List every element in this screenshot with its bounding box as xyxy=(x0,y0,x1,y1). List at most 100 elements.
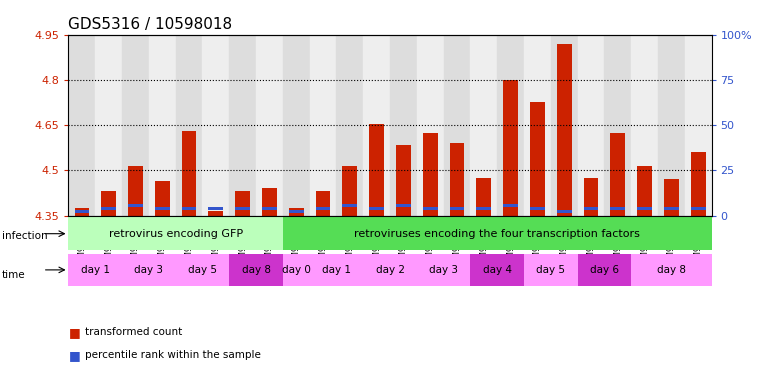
Bar xyxy=(68,253,122,286)
Bar xyxy=(658,35,685,215)
Bar xyxy=(182,207,196,210)
Bar xyxy=(95,35,122,215)
Text: day 8: day 8 xyxy=(657,265,686,275)
Bar xyxy=(524,253,578,286)
Bar xyxy=(578,253,631,286)
Bar xyxy=(68,35,95,215)
Bar xyxy=(310,253,363,286)
Bar xyxy=(524,35,551,215)
Bar xyxy=(476,178,491,215)
Text: day 3: day 3 xyxy=(135,265,164,275)
Bar xyxy=(176,253,229,286)
Bar xyxy=(182,131,196,215)
Bar xyxy=(229,35,256,215)
Bar xyxy=(578,35,604,215)
Bar xyxy=(342,204,357,207)
Bar xyxy=(530,207,545,210)
Bar xyxy=(631,253,712,286)
Bar xyxy=(235,192,250,215)
Bar xyxy=(631,35,658,215)
Bar xyxy=(369,124,384,215)
Text: day 3: day 3 xyxy=(429,265,458,275)
Bar xyxy=(75,208,89,215)
Bar xyxy=(664,207,679,210)
Bar xyxy=(423,207,438,210)
Bar xyxy=(316,207,330,210)
Text: time: time xyxy=(2,270,25,280)
Bar xyxy=(202,35,229,215)
Bar xyxy=(530,103,545,215)
Bar xyxy=(450,143,464,215)
Text: day 2: day 2 xyxy=(375,265,405,275)
Bar xyxy=(497,35,524,215)
Text: day 4: day 4 xyxy=(482,265,511,275)
Bar xyxy=(450,207,464,210)
Bar xyxy=(75,210,89,213)
Text: day 0: day 0 xyxy=(282,265,310,275)
Bar xyxy=(209,211,223,215)
Bar xyxy=(363,253,417,286)
Bar xyxy=(235,207,250,210)
Bar xyxy=(128,204,143,207)
Bar xyxy=(637,207,652,210)
Text: ■: ■ xyxy=(68,326,80,339)
Bar xyxy=(336,35,363,215)
Bar xyxy=(584,178,598,215)
Bar xyxy=(396,204,411,207)
Bar xyxy=(691,152,705,215)
Text: percentile rank within the sample: percentile rank within the sample xyxy=(85,350,261,360)
Bar xyxy=(229,253,283,286)
Bar xyxy=(417,35,444,215)
Bar xyxy=(68,217,283,250)
Bar xyxy=(155,181,170,215)
Bar xyxy=(101,207,116,210)
Text: retrovirus encoding GFP: retrovirus encoding GFP xyxy=(109,229,243,239)
Bar xyxy=(283,35,310,215)
Bar xyxy=(503,80,518,215)
Bar xyxy=(128,166,143,215)
Bar xyxy=(691,207,705,210)
Text: day 8: day 8 xyxy=(241,265,271,275)
Text: infection: infection xyxy=(2,231,47,241)
Bar xyxy=(503,204,518,207)
Bar xyxy=(470,253,524,286)
Bar xyxy=(557,44,572,215)
Bar xyxy=(664,179,679,215)
Bar xyxy=(551,35,578,215)
Bar xyxy=(262,189,277,215)
Text: retroviruses encoding the four transcription factors: retroviruses encoding the four transcrip… xyxy=(355,229,640,239)
Bar xyxy=(470,35,497,215)
Bar xyxy=(610,132,625,215)
Bar xyxy=(316,192,330,215)
Text: day 6: day 6 xyxy=(590,265,619,275)
Bar xyxy=(342,166,357,215)
Bar xyxy=(149,35,176,215)
Bar xyxy=(444,35,470,215)
Bar xyxy=(476,207,491,210)
Bar xyxy=(310,35,336,215)
Text: transformed count: transformed count xyxy=(85,327,183,337)
Text: day 5: day 5 xyxy=(188,265,217,275)
Text: day 1: day 1 xyxy=(81,265,110,275)
Text: day 5: day 5 xyxy=(537,265,565,275)
Bar xyxy=(101,192,116,215)
Text: ■: ■ xyxy=(68,349,80,362)
Bar xyxy=(256,35,283,215)
Bar xyxy=(363,35,390,215)
Bar xyxy=(283,253,310,286)
Bar xyxy=(396,145,411,215)
Bar xyxy=(289,210,304,213)
Bar xyxy=(610,207,625,210)
Bar xyxy=(209,207,223,210)
Bar xyxy=(262,207,277,210)
Text: GDS5316 / 10598018: GDS5316 / 10598018 xyxy=(68,17,233,32)
Bar xyxy=(604,35,631,215)
Bar xyxy=(176,35,202,215)
Bar xyxy=(685,35,712,215)
Bar xyxy=(122,35,149,215)
Text: day 1: day 1 xyxy=(322,265,351,275)
Bar xyxy=(155,207,170,210)
Bar xyxy=(584,207,598,210)
Bar xyxy=(369,207,384,210)
Bar xyxy=(417,253,470,286)
